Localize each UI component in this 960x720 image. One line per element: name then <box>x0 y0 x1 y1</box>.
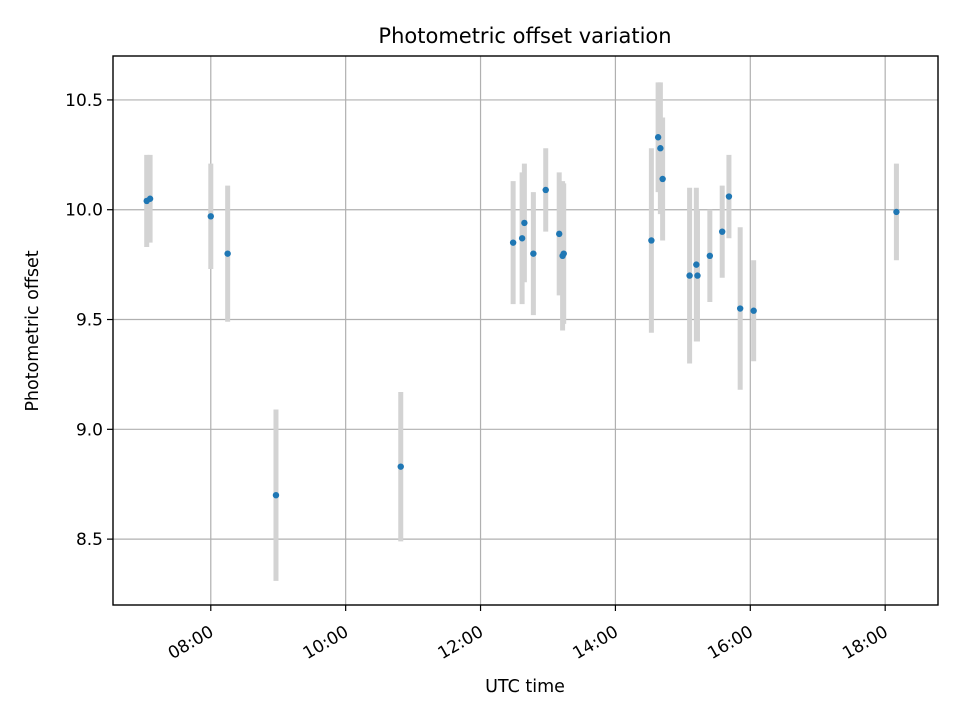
data-point <box>556 230 563 238</box>
data-point <box>718 228 726 235</box>
data-point <box>657 145 664 152</box>
y-axis-label: Photometric offset <box>23 250 43 411</box>
x-axis-label: UTC time <box>485 677 565 697</box>
data-point <box>736 305 744 312</box>
data-point <box>272 492 280 499</box>
data-point <box>530 250 537 257</box>
data-point <box>693 261 700 268</box>
chart-title: Photometric offset variation <box>378 24 671 48</box>
data-point <box>542 186 549 194</box>
data-point <box>518 235 526 242</box>
data-point <box>560 250 567 257</box>
y-tick-label: 10.5 <box>65 91 103 111</box>
data-point <box>694 272 701 279</box>
data-point <box>509 239 517 246</box>
plot-frame <box>112 55 939 606</box>
data-point <box>725 193 733 200</box>
data-point <box>224 250 231 257</box>
data-point <box>750 307 757 314</box>
data-point <box>397 463 404 470</box>
data-point <box>686 272 693 279</box>
y-tick-label: 9.0 <box>76 420 103 440</box>
data-point <box>893 208 900 216</box>
data-point <box>654 134 662 141</box>
data-point <box>659 175 666 183</box>
data-point <box>706 252 714 260</box>
y-tick-label: 9.5 <box>76 311 103 331</box>
data-point <box>648 237 655 244</box>
data-point <box>146 195 154 202</box>
data-points <box>143 134 900 499</box>
y-tick-label: 8.5 <box>76 530 103 550</box>
data-point <box>207 213 214 220</box>
data-point <box>521 219 528 227</box>
y-tick-label: 10.0 <box>65 201 103 221</box>
